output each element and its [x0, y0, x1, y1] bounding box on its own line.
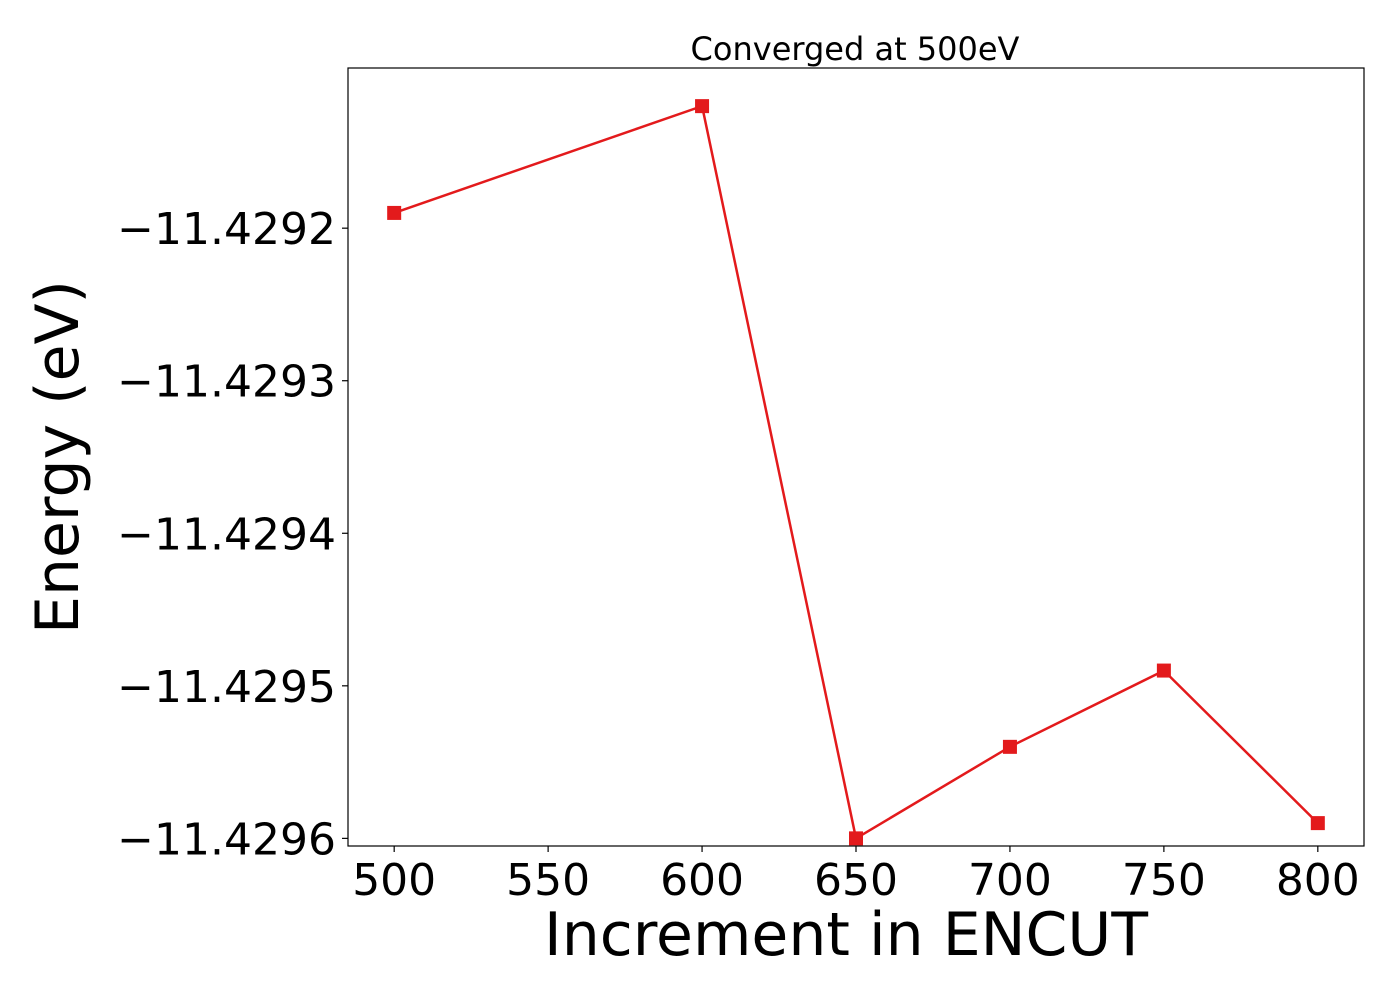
data-point	[1156, 663, 1171, 678]
x-axis-title: Increment in ENCUT	[544, 900, 1148, 970]
x-tick-label: 550	[506, 855, 590, 906]
y-axis-title: Energy (eV)	[23, 280, 93, 634]
y-tick-label: −11.4292	[117, 204, 336, 255]
data-point	[695, 99, 710, 114]
x-tick-label: 650	[814, 855, 898, 906]
data-point	[387, 205, 402, 220]
data-point	[1310, 816, 1325, 831]
y-axis-ticks: −11.4292 −11.4293 −11.4294 −11.4295 −11.4296	[117, 204, 348, 865]
plot-series	[387, 99, 1325, 846]
data-point	[1002, 739, 1017, 754]
chart-title: Converged at 500eV	[691, 30, 1020, 68]
y-tick-label: −11.4293	[117, 357, 336, 408]
series-line	[393, 104, 1319, 841]
data-point	[849, 831, 863, 846]
y-tick-label: −11.4294	[117, 509, 336, 560]
x-tick-label: 800	[1276, 855, 1360, 906]
plot-frame	[347, 67, 1365, 847]
x-tick-label: 600	[660, 855, 744, 906]
x-axis-ticks: 500 550 600 650 700 750 800	[352, 846, 1360, 906]
x-tick-label: 700	[968, 855, 1052, 906]
y-tick-label: −11.4295	[117, 662, 336, 713]
y-tick-label: −11.4296	[117, 814, 336, 865]
x-tick-label: 500	[352, 855, 436, 906]
x-tick-label: 750	[1122, 855, 1206, 906]
